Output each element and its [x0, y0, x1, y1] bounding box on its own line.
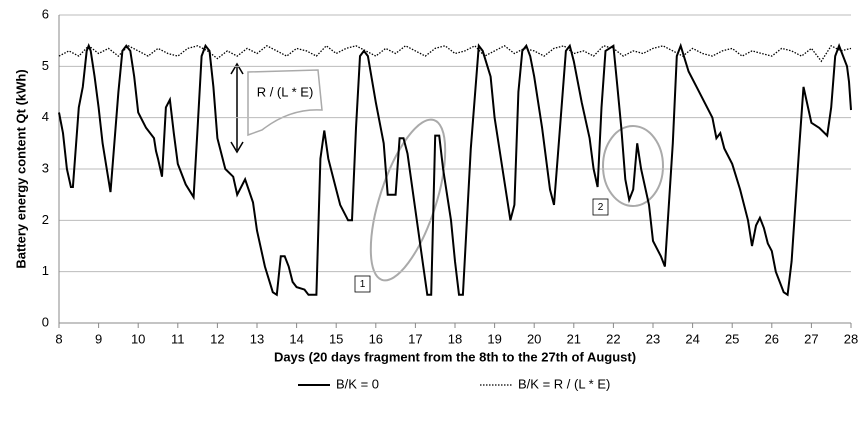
x-tick-label: 20	[527, 331, 541, 346]
x-tick-label: 26	[765, 331, 779, 346]
highlight-ellipse	[602, 125, 664, 207]
series-line	[58, 44, 852, 63]
y-tick-label: 2	[42, 212, 49, 227]
legend-label: B/K = R / (L * E)	[518, 376, 610, 391]
x-tick-label: 14	[289, 331, 303, 346]
x-tick-label: 22	[606, 331, 620, 346]
series-line	[58, 42, 852, 297]
x-tick-label: 12	[210, 331, 224, 346]
label-box	[592, 198, 609, 216]
x-tick-label: 13	[250, 331, 264, 346]
y-tick-label: 1	[42, 263, 49, 278]
y-tick-label: 0	[42, 314, 49, 329]
x-tick-label: 8	[55, 331, 62, 346]
x-tick-label: 21	[567, 331, 581, 346]
x-tick-label: 17	[408, 331, 422, 346]
x-tick-label: 9	[95, 331, 102, 346]
highlight-ellipse	[369, 118, 447, 282]
x-tick-label: 10	[131, 331, 145, 346]
x-tick-label: 18	[448, 331, 462, 346]
y-tick-label: 6	[42, 6, 49, 21]
x-tick-label: 24	[685, 331, 699, 346]
annotation: R / (L * E)	[257, 84, 314, 99]
x-tick-label: 19	[487, 331, 501, 346]
arrow-heads	[230, 62, 244, 154]
annotation: 2	[598, 202, 604, 213]
x-tick-label: 15	[329, 331, 343, 346]
x-tick-label: 23	[646, 331, 660, 346]
legend-label: B/K = 0	[336, 376, 379, 391]
y-tick-label: 5	[42, 58, 49, 73]
x-tick-label: 28	[844, 331, 858, 346]
annotation: 1	[360, 279, 366, 290]
x-axis-label: Days (20 days fragment from the 8th to t…	[274, 349, 636, 364]
label-box	[354, 275, 371, 293]
x-tick-label: 27	[804, 331, 818, 346]
annotation-box	[247, 69, 323, 137]
y-axis-label: Battery energy content Qt (kWh)	[13, 69, 28, 268]
x-tick-label: 16	[369, 331, 383, 346]
x-tick-label: 11	[171, 331, 185, 346]
y-tick-label: 4	[42, 109, 49, 124]
x-tick-label: 25	[725, 331, 739, 346]
y-tick-label: 3	[42, 160, 49, 175]
